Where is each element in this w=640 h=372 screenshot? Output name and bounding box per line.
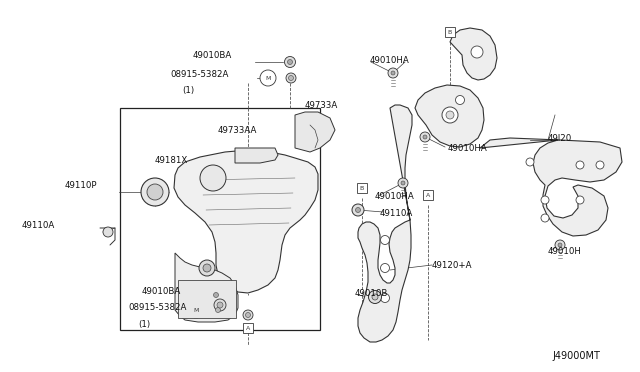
Circle shape bbox=[576, 196, 584, 204]
Text: 49010BA: 49010BA bbox=[193, 51, 232, 60]
Text: 49110A: 49110A bbox=[22, 221, 55, 230]
Circle shape bbox=[381, 235, 390, 244]
Circle shape bbox=[456, 96, 465, 105]
Text: A: A bbox=[246, 326, 250, 330]
Text: (1): (1) bbox=[182, 86, 194, 94]
Circle shape bbox=[381, 294, 390, 302]
Circle shape bbox=[401, 181, 405, 185]
Polygon shape bbox=[174, 150, 318, 293]
Text: 49181X: 49181X bbox=[155, 155, 188, 164]
Circle shape bbox=[213, 305, 223, 315]
Text: 49010B: 49010B bbox=[355, 289, 388, 298]
Text: 49110A: 49110A bbox=[380, 208, 413, 218]
Polygon shape bbox=[450, 28, 497, 80]
Circle shape bbox=[103, 227, 113, 237]
Circle shape bbox=[381, 263, 390, 273]
Circle shape bbox=[398, 178, 408, 188]
Text: 08915-5382A: 08915-5382A bbox=[170, 70, 228, 78]
Circle shape bbox=[558, 243, 562, 247]
Circle shape bbox=[388, 68, 398, 78]
Text: 49l20: 49l20 bbox=[548, 134, 572, 142]
Text: 49010HA: 49010HA bbox=[370, 55, 410, 64]
Circle shape bbox=[555, 240, 565, 250]
Circle shape bbox=[471, 46, 483, 58]
Circle shape bbox=[442, 107, 458, 123]
Text: 49120+A: 49120+A bbox=[432, 260, 472, 269]
Circle shape bbox=[211, 289, 221, 301]
Circle shape bbox=[214, 299, 226, 311]
Circle shape bbox=[217, 302, 223, 308]
Polygon shape bbox=[175, 253, 238, 322]
Text: 49733AA: 49733AA bbox=[218, 125, 257, 135]
Circle shape bbox=[188, 302, 204, 318]
Circle shape bbox=[352, 204, 364, 216]
Bar bbox=[423, 190, 433, 200]
Circle shape bbox=[214, 292, 218, 298]
Circle shape bbox=[541, 196, 549, 204]
Polygon shape bbox=[415, 85, 484, 147]
Polygon shape bbox=[358, 105, 412, 342]
Circle shape bbox=[141, 178, 169, 206]
Text: 49010HA: 49010HA bbox=[448, 144, 488, 153]
Circle shape bbox=[355, 208, 360, 212]
Text: M: M bbox=[193, 308, 198, 312]
Circle shape bbox=[147, 184, 163, 200]
Text: 08915-5382A: 08915-5382A bbox=[128, 304, 186, 312]
Circle shape bbox=[596, 161, 604, 169]
Text: B: B bbox=[360, 186, 364, 190]
Polygon shape bbox=[480, 138, 622, 236]
Circle shape bbox=[260, 70, 276, 86]
Circle shape bbox=[287, 60, 292, 64]
Circle shape bbox=[420, 132, 430, 142]
Circle shape bbox=[446, 111, 454, 119]
Polygon shape bbox=[295, 112, 335, 152]
Circle shape bbox=[391, 71, 395, 75]
Bar bbox=[243, 323, 253, 333]
Text: 49010BA: 49010BA bbox=[142, 288, 181, 296]
Text: (1): (1) bbox=[138, 320, 150, 328]
Bar bbox=[357, 183, 367, 193]
Circle shape bbox=[541, 214, 549, 222]
Bar bbox=[178, 280, 236, 318]
Polygon shape bbox=[235, 148, 278, 163]
Circle shape bbox=[526, 158, 534, 166]
Bar bbox=[120, 108, 320, 330]
Text: 49010HA: 49010HA bbox=[375, 192, 415, 201]
Circle shape bbox=[369, 291, 381, 304]
Circle shape bbox=[243, 310, 253, 320]
Text: A: A bbox=[426, 192, 430, 198]
Bar bbox=[445, 27, 455, 37]
Circle shape bbox=[286, 73, 296, 83]
Circle shape bbox=[216, 308, 221, 312]
Text: J49000MT: J49000MT bbox=[552, 351, 600, 361]
Circle shape bbox=[246, 312, 250, 317]
Circle shape bbox=[423, 135, 427, 139]
Circle shape bbox=[200, 165, 226, 191]
Circle shape bbox=[289, 76, 294, 80]
Circle shape bbox=[576, 161, 584, 169]
Text: M: M bbox=[266, 76, 271, 80]
Circle shape bbox=[285, 57, 296, 67]
Circle shape bbox=[203, 264, 211, 272]
Circle shape bbox=[372, 294, 378, 300]
Text: 49733A: 49733A bbox=[305, 100, 339, 109]
Text: 49010H: 49010H bbox=[548, 247, 582, 257]
Text: 49110P: 49110P bbox=[65, 180, 97, 189]
Text: B: B bbox=[448, 29, 452, 35]
Circle shape bbox=[199, 260, 215, 276]
